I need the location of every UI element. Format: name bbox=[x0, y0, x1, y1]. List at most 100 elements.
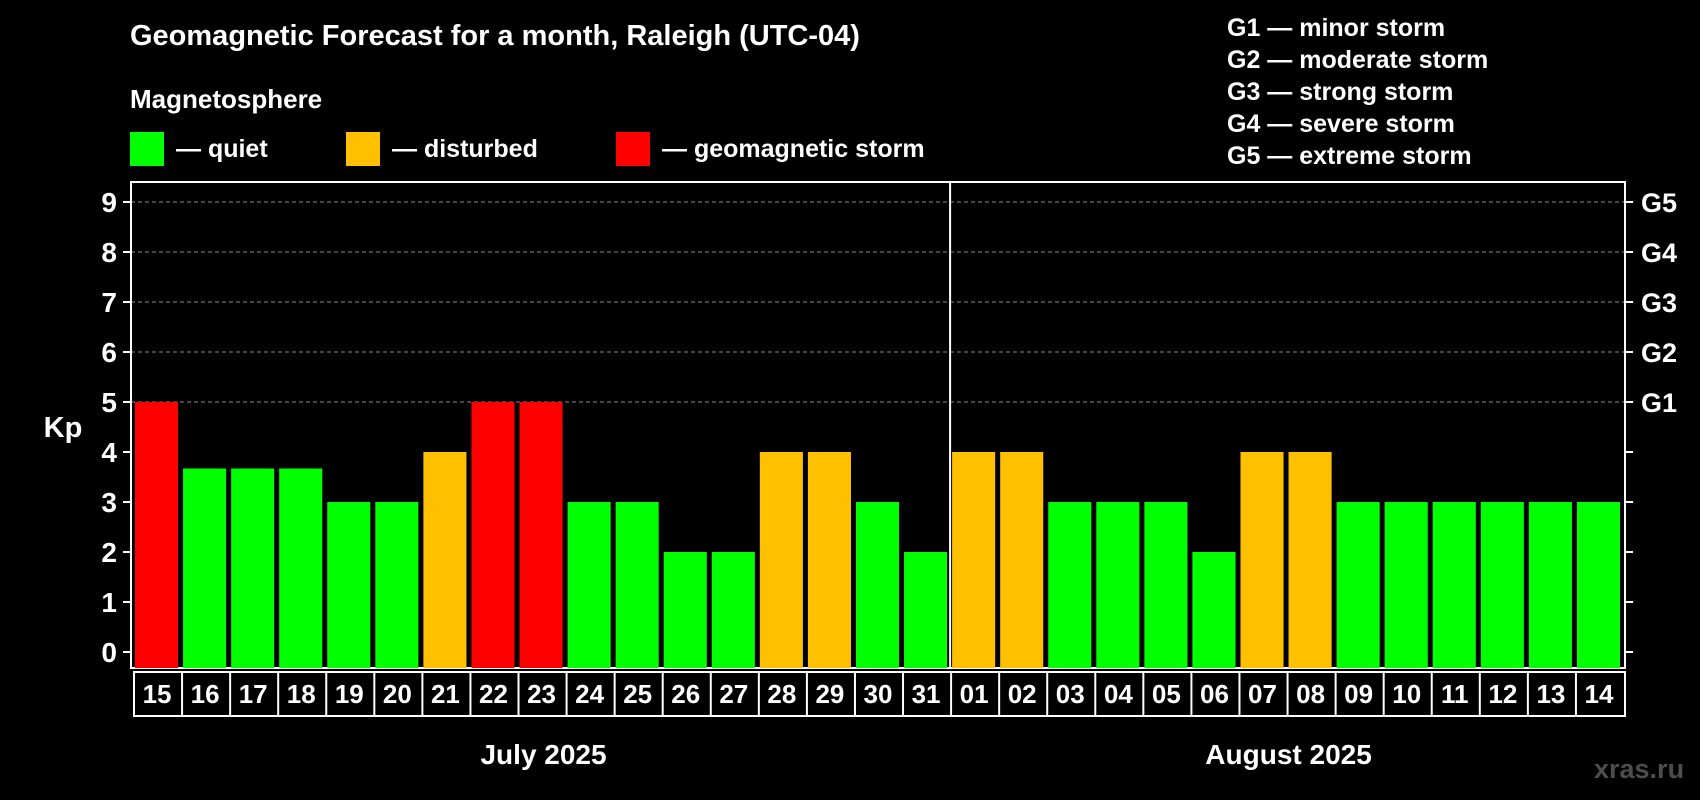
day-label-29: 12 bbox=[1488, 679, 1517, 709]
y-axis-label: Kp bbox=[44, 412, 83, 444]
day-label-25: 08 bbox=[1296, 679, 1325, 709]
storm-level-g2: G2 — moderate storm bbox=[1227, 46, 1489, 74]
right-tick-label-g4: G4 bbox=[1641, 238, 1677, 268]
day-label-16: 30 bbox=[864, 679, 893, 709]
day-label-9: 23 bbox=[527, 679, 556, 709]
bar-30 bbox=[1528, 502, 1572, 668]
bar-19 bbox=[1000, 452, 1044, 668]
day-label-18: 01 bbox=[960, 679, 989, 709]
bar-21 bbox=[1096, 502, 1140, 668]
storm-level-g3: G3 — strong storm bbox=[1227, 78, 1454, 106]
bar-8 bbox=[471, 402, 515, 668]
bar-15 bbox=[807, 452, 851, 668]
bar-18 bbox=[952, 452, 996, 668]
chart-title: Geomagnetic Forecast for a month, Raleig… bbox=[130, 20, 860, 52]
day-label-23: 06 bbox=[1200, 679, 1229, 709]
legend-swatch-quiet bbox=[130, 132, 164, 166]
bar-25 bbox=[1288, 452, 1332, 668]
bar-5 bbox=[327, 502, 371, 668]
month-label-2: August 2025 bbox=[1205, 739, 1372, 770]
bar-24 bbox=[1240, 452, 1284, 668]
y-tick-label-5: 5 bbox=[101, 387, 117, 418]
day-label-15: 29 bbox=[815, 679, 844, 709]
right-tick-label-g1: G1 bbox=[1641, 388, 1677, 418]
bar-27 bbox=[1384, 502, 1428, 668]
day-label-5: 19 bbox=[335, 679, 364, 709]
day-label-2: 16 bbox=[191, 679, 220, 709]
day-label-7: 21 bbox=[431, 679, 460, 709]
bar-9 bbox=[519, 402, 563, 668]
bar-12 bbox=[663, 552, 707, 668]
day-label-28: 11 bbox=[1441, 679, 1469, 709]
legend-title: Magnetosphere bbox=[130, 84, 323, 114]
day-label-27: 10 bbox=[1392, 679, 1421, 709]
day-label-3: 17 bbox=[239, 679, 268, 709]
bar-29 bbox=[1480, 502, 1524, 668]
y-tick-label-4: 4 bbox=[101, 437, 117, 468]
legend-label-storm: — geomagnetic storm bbox=[662, 134, 925, 163]
y-tick-label-0: 0 bbox=[101, 637, 117, 668]
legend-quiet: — quiet bbox=[130, 132, 268, 166]
month-label-1: July 2025 bbox=[480, 739, 606, 770]
day-label-13: 27 bbox=[719, 679, 748, 709]
day-label-row bbox=[133, 671, 1626, 717]
bar-20 bbox=[1048, 502, 1092, 668]
day-label-11: 25 bbox=[623, 679, 652, 709]
y-tick-label-3: 3 bbox=[101, 487, 117, 518]
bar-16 bbox=[855, 502, 900, 668]
day-label-31: 14 bbox=[1585, 679, 1614, 709]
y-tick-label-2: 2 bbox=[101, 537, 117, 568]
y-tick-label-1: 1 bbox=[101, 587, 117, 618]
bar-14 bbox=[759, 452, 803, 668]
watermark: xras.ru bbox=[1594, 754, 1685, 784]
bar-11 bbox=[615, 502, 659, 668]
bar-7 bbox=[423, 452, 467, 668]
y-tick-label-8: 8 bbox=[101, 237, 117, 268]
day-label-6: 20 bbox=[383, 679, 412, 709]
bar-28 bbox=[1432, 502, 1476, 668]
bar-17 bbox=[904, 552, 948, 668]
legend-disturbed: — disturbed bbox=[346, 132, 538, 166]
day-label-26: 09 bbox=[1344, 679, 1373, 709]
day-label-4: 18 bbox=[287, 679, 316, 709]
day-label-24: 07 bbox=[1248, 679, 1277, 709]
storm-level-legend: G1 — minor storm G2 — moderate storm G3 … bbox=[1227, 12, 1488, 172]
bar-23 bbox=[1192, 552, 1236, 668]
bar-3 bbox=[231, 468, 275, 668]
storm-level-g4: G4 — severe storm bbox=[1227, 110, 1455, 138]
bar-4 bbox=[279, 468, 323, 668]
right-tick-label-g5: G5 bbox=[1641, 188, 1677, 218]
right-tick-label-g3: G3 bbox=[1641, 288, 1677, 318]
day-label-8: 22 bbox=[479, 679, 508, 709]
day-label-1: 15 bbox=[143, 679, 172, 709]
day-label-19: 02 bbox=[1008, 679, 1037, 709]
bar-26 bbox=[1336, 502, 1380, 668]
day-label-21: 04 bbox=[1104, 679, 1133, 709]
bar-22 bbox=[1144, 502, 1188, 668]
bar-1 bbox=[135, 402, 179, 668]
day-label-10: 24 bbox=[575, 679, 604, 709]
day-label-30: 13 bbox=[1536, 679, 1565, 709]
legend-label-quiet: — quiet bbox=[176, 134, 268, 163]
storm-level-g5: G5 — extreme storm bbox=[1227, 142, 1472, 170]
day-label-17: 31 bbox=[912, 679, 941, 709]
y-tick-label-6: 6 bbox=[101, 337, 117, 368]
storm-level-g1: G1 — minor storm bbox=[1227, 14, 1446, 42]
legend-label-disturbed: — disturbed bbox=[392, 134, 538, 163]
right-tick-label-g2: G2 bbox=[1641, 338, 1677, 368]
day-label-22: 05 bbox=[1152, 679, 1181, 709]
y-tick-label-9: 9 bbox=[101, 187, 117, 218]
day-label-12: 26 bbox=[671, 679, 700, 709]
legend-swatch-disturbed bbox=[346, 132, 380, 166]
day-label-20: 03 bbox=[1056, 679, 1085, 709]
legend-storm: — geomagnetic storm bbox=[616, 132, 925, 166]
bar-10 bbox=[567, 502, 611, 668]
legend-swatch-storm bbox=[616, 132, 650, 166]
y-tick-label-7: 7 bbox=[101, 287, 117, 318]
bar-2 bbox=[183, 468, 227, 668]
bar-6 bbox=[375, 502, 419, 668]
bar-31 bbox=[1576, 502, 1620, 668]
bar-13 bbox=[711, 552, 755, 668]
day-label-14: 28 bbox=[767, 679, 796, 709]
